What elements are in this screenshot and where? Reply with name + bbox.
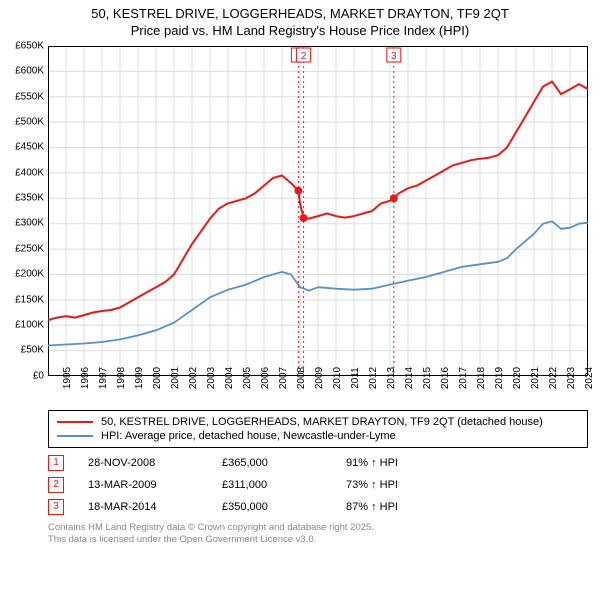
x-axis-label: 2024 xyxy=(570,367,595,389)
sale-price: £350,000 xyxy=(222,501,322,513)
sale-hpi: 73% ↑ HPI xyxy=(346,479,446,491)
sale-row: 1 28-NOV-2008 £365,000 91% ↑ HPI xyxy=(48,452,588,474)
footer-line-2: This data is licensed under the Open Gov… xyxy=(48,534,588,546)
svg-text:2: 2 xyxy=(301,51,307,62)
y-axis-label: £250K xyxy=(15,243,44,254)
sale-marker-number: 2 xyxy=(48,477,64,493)
legend-item: HPI: Average price, detached house, Newc… xyxy=(57,429,579,443)
legend-item: 50, KESTREL DRIVE, LOGGERHEADS, MARKET D… xyxy=(57,415,579,429)
legend-swatch xyxy=(57,421,93,423)
footer-line-1: Contains HM Land Registry data © Crown c… xyxy=(48,522,588,534)
y-axis-label: £100K xyxy=(15,320,44,331)
legend-swatch xyxy=(57,435,93,437)
y-axis-label: £600K xyxy=(15,66,44,77)
svg-text:3: 3 xyxy=(391,51,397,62)
y-axis-label: £300K xyxy=(15,218,44,229)
sale-row: 2 13-MAR-2009 £311,000 73% ↑ HPI xyxy=(48,474,588,496)
chart-svg: 123 xyxy=(48,46,588,376)
sale-price: £365,000 xyxy=(222,457,322,469)
y-axis-label: £200K xyxy=(15,269,44,280)
sale-marker-number: 3 xyxy=(48,499,64,515)
y-axis-label: £400K xyxy=(15,167,44,178)
sale-date: 13-MAR-2009 xyxy=(88,479,198,491)
y-axis-label: £650K xyxy=(15,40,44,51)
title-line-1: 50, KESTREL DRIVE, LOGGERHEADS, MARKET D… xyxy=(0,6,600,23)
sale-price: £311,000 xyxy=(222,479,322,491)
y-axis-label: £150K xyxy=(15,294,44,305)
sale-marker-number: 1 xyxy=(48,455,64,471)
y-axis-label: £50K xyxy=(21,345,44,356)
title-line-2: Price paid vs. HM Land Registry's House … xyxy=(0,23,600,40)
y-axis-label: £500K xyxy=(15,116,44,127)
sale-date: 18-MAR-2014 xyxy=(88,501,198,513)
y-axis-label: £450K xyxy=(15,142,44,153)
sale-row: 3 18-MAR-2014 £350,000 87% ↑ HPI xyxy=(48,496,588,518)
chart-container: 50, KESTREL DRIVE, LOGGERHEADS, MARKET D… xyxy=(0,0,600,546)
legend: 50, KESTREL DRIVE, LOGGERHEADS, MARKET D… xyxy=(48,410,588,448)
chart-title: 50, KESTREL DRIVE, LOGGERHEADS, MARKET D… xyxy=(0,0,600,40)
sales-table: 1 28-NOV-2008 £365,000 91% ↑ HPI 2 13-MAR-200… xyxy=(48,452,588,518)
chart-plot-area: 123 £0£50K£100K£150K£200K£250K£300K£350K… xyxy=(48,46,588,376)
y-axis-label: £0 xyxy=(33,370,44,381)
legend-label: 50, KESTREL DRIVE, LOGGERHEADS, MARKET D… xyxy=(101,416,543,428)
y-axis-label: £350K xyxy=(15,193,44,204)
legend-label: HPI: Average price, detached house, Newc… xyxy=(101,430,396,442)
sale-hpi: 87% ↑ HPI xyxy=(346,501,446,513)
y-axis-label: £550K xyxy=(15,91,44,102)
sale-hpi: 91% ↑ HPI xyxy=(346,457,446,469)
sale-date: 28-NOV-2008 xyxy=(88,457,198,469)
footer-attribution: Contains HM Land Registry data © Crown c… xyxy=(48,522,588,547)
